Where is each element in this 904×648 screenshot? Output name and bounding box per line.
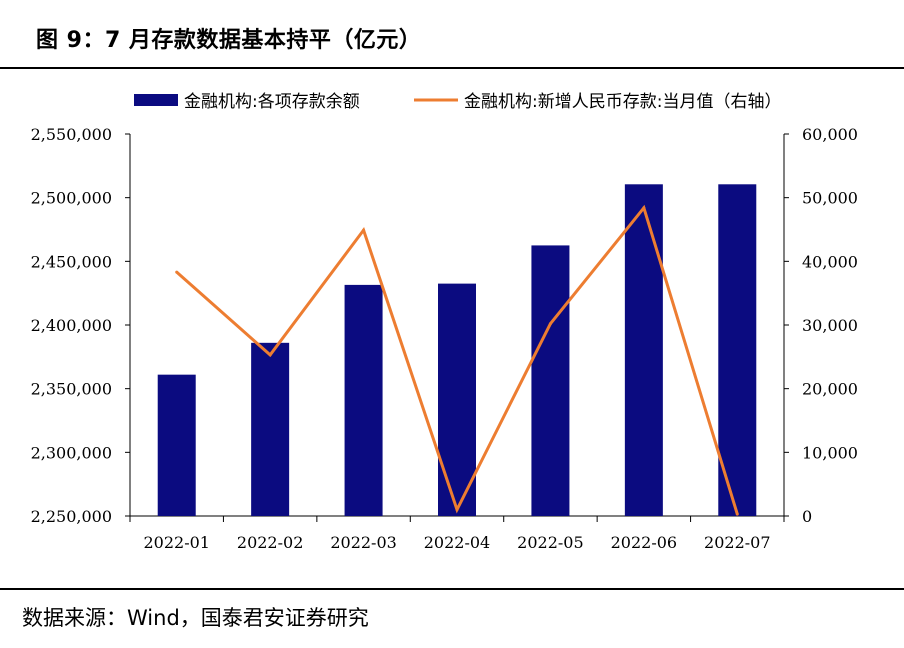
line-point [175, 270, 179, 274]
left-tick-label: 2,350,000 [31, 380, 112, 399]
bar [157, 374, 196, 516]
bar [251, 342, 290, 516]
x-tick-label: 2022-03 [330, 533, 396, 552]
combo-chart: 金融机构:各项存款余额 金融机构:新增人民币存款:当月值（右轴） 2,250,0… [31, 92, 858, 552]
x-tick-label: 2022-04 [424, 533, 490, 552]
left-tick-label: 2,250,000 [31, 507, 112, 526]
figure-title: 图 9：7 月存款数据基本持平（亿元） [36, 28, 422, 53]
right-tick-label: 20,000 [802, 380, 858, 399]
right-tick-label: 0 [802, 507, 812, 526]
bar [624, 184, 663, 516]
x-tick-label: 2022-02 [237, 533, 303, 552]
right-tick-label: 40,000 [802, 252, 858, 271]
right-tick-label: 50,000 [802, 189, 858, 208]
line-point [268, 353, 272, 357]
bar [531, 245, 570, 516]
bottom-rule [0, 588, 904, 590]
right-tick-label: 10,000 [802, 443, 858, 462]
legend: 金融机构:各项存款余额 金融机构:新增人民币存款:当月值（右轴） [134, 92, 781, 112]
left-tick-label: 2,300,000 [31, 443, 112, 462]
left-tick-label: 2,550,000 [31, 125, 112, 144]
legend-label-bar: 金融机构:各项存款余额 [184, 92, 360, 112]
left-tick-label: 2,450,000 [31, 252, 112, 271]
x-tick-label: 2022-06 [611, 533, 677, 552]
top-rule [0, 67, 904, 69]
line-point [362, 228, 366, 232]
left-tick-label: 2,400,000 [31, 316, 112, 335]
legend-label-line: 金融机构:新增人民币存款:当月值（右轴） [464, 92, 781, 112]
left-tick-label: 2,500,000 [31, 189, 112, 208]
legend-swatch-bar [134, 94, 178, 106]
bar [718, 184, 757, 516]
right-tick-label: 60,000 [802, 125, 858, 144]
line-series [175, 204, 739, 516]
line-point [642, 206, 646, 210]
bar-series [157, 184, 757, 516]
bar [344, 284, 383, 516]
line-point [548, 322, 552, 326]
x-tick-label: 2022-01 [143, 533, 209, 552]
source-note: 数据来源：Wind，国泰君安证券研究 [22, 606, 369, 630]
bar [438, 283, 476, 516]
line-point [455, 508, 459, 512]
x-tick-label: 2022-07 [704, 533, 770, 552]
x-tick-label: 2022-05 [517, 533, 583, 552]
line-point [735, 512, 739, 516]
axes: 2,250,000 2,300,000 2,350,000 2,400,000 2,45… [31, 125, 858, 552]
right-tick-label: 30,000 [802, 316, 858, 335]
